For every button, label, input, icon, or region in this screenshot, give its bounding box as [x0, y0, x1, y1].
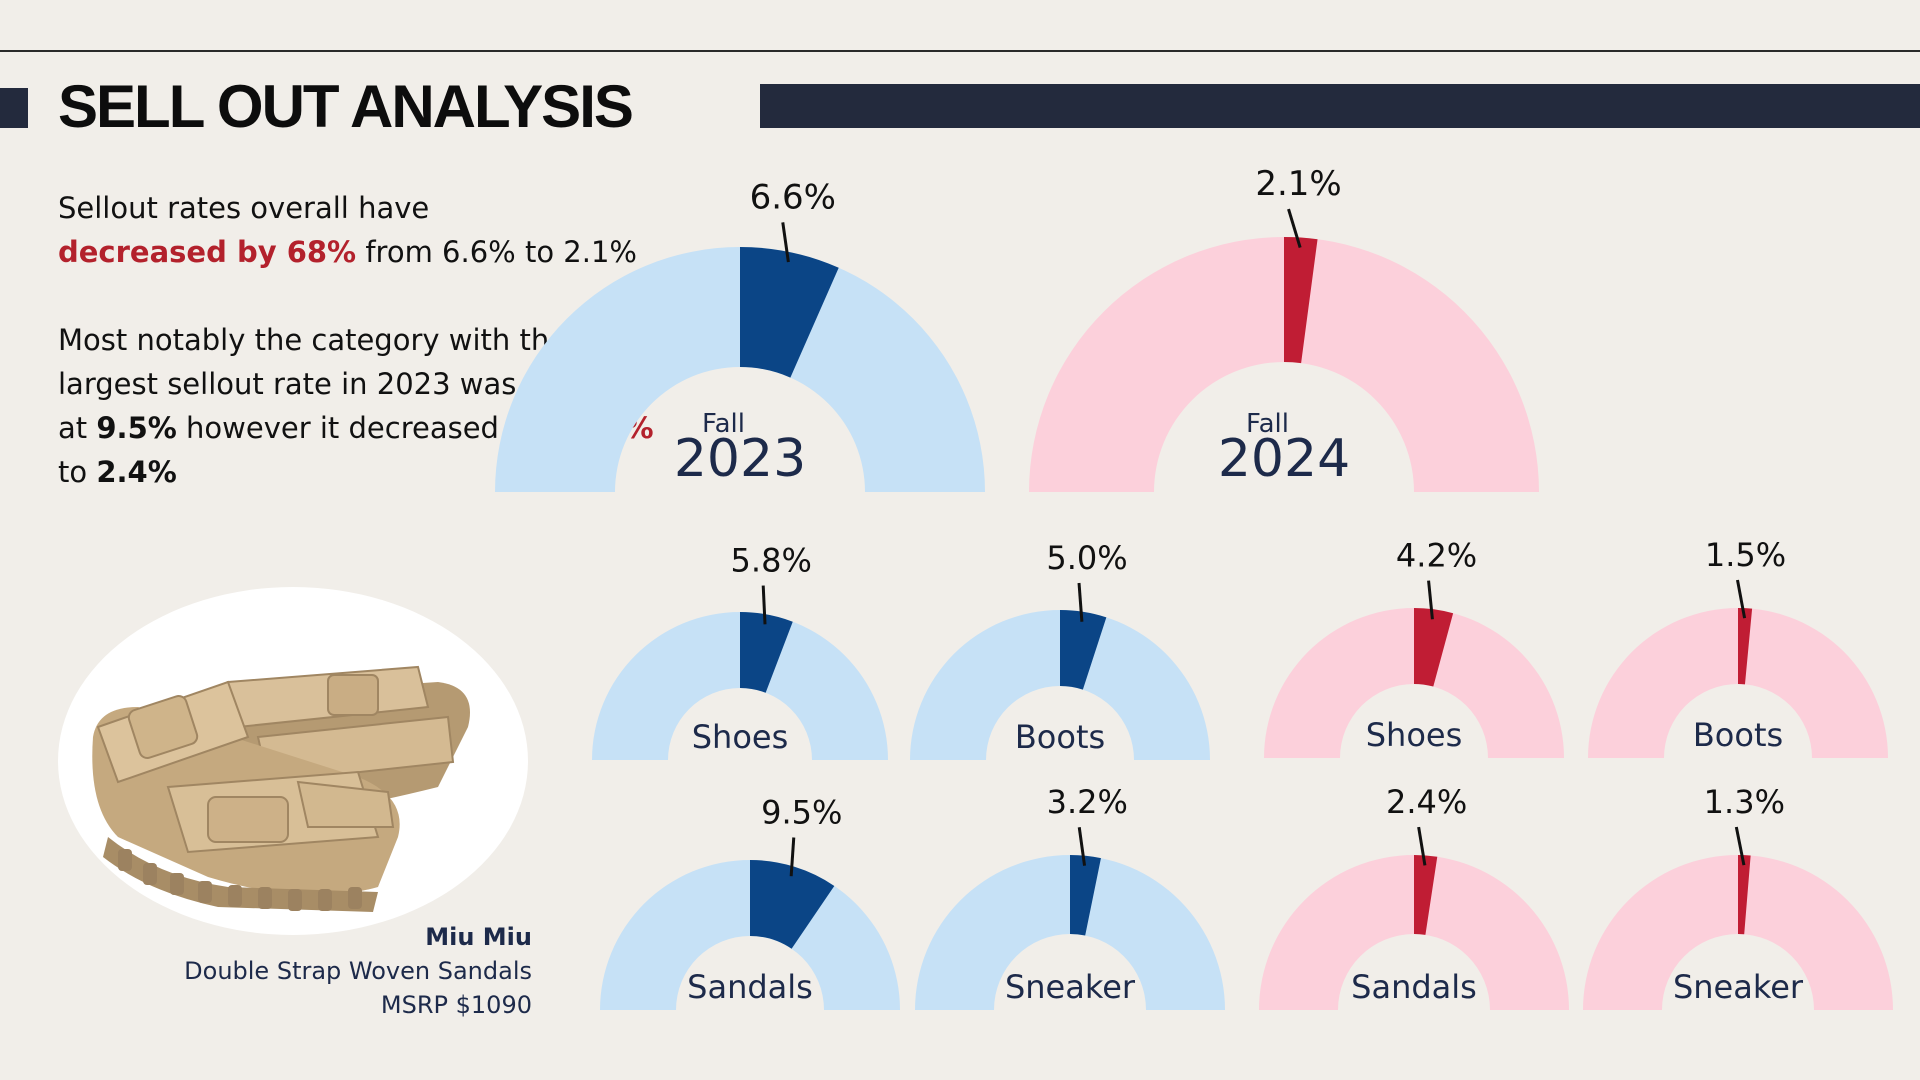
gauge-year-overall-2023: 2023: [674, 429, 806, 489]
gauge-boots-2024: 1.5% Boots: [1588, 536, 1888, 758]
gauge-sandals-2024: 2.4% Sandals: [1259, 783, 1569, 1010]
gauge-percent-sandals-2023: 9.5%: [761, 793, 842, 831]
gauge-value-sandals-2023: [750, 860, 835, 949]
gauge-season-overall-2024: Fall: [1246, 409, 1289, 439]
summary-text: Sellout rates overall have decreased by …: [58, 186, 658, 494]
gauge-category-sneaker-2024: Sneaker: [1673, 968, 1804, 1006]
gauge-year-overall-2024: 2024: [1218, 429, 1350, 489]
gauge-season-overall-2023: Fall: [702, 409, 745, 439]
sandal-illustration: [92, 665, 470, 912]
gauge-percent-overall-2024: 2.1%: [1255, 164, 1341, 204]
header-bar-left: [0, 88, 28, 128]
summary-paragraph-1: Sellout rates overall have decreased by …: [58, 186, 658, 274]
sandal-front: [92, 680, 400, 912]
gauge-leader-boots-2023: [1077, 582, 1084, 622]
gauge-value-sandals-2024: [1414, 855, 1438, 935]
gauge-leader-shoes-2023: [761, 585, 767, 625]
product-price: MSRP $1090: [380, 991, 532, 1019]
product-name: Double Strap Woven Sandals: [184, 957, 532, 985]
gauge-percent-sneaker-2024: 1.3%: [1704, 783, 1785, 821]
product-caption: Miu Miu Double Strap Woven Sandals MSRP …: [140, 920, 532, 1022]
gauge-category-boots-2024: Boots: [1693, 716, 1783, 754]
gauge-shoes-2023: 5.8% Shoes: [592, 542, 888, 760]
gauge-percent-sandals-2024: 2.4%: [1386, 783, 1467, 821]
summary-p2-c: however it decreased by: [176, 411, 553, 445]
gauge-value-overall-2024: [1284, 237, 1318, 364]
gauge-track-overall-2023: [495, 247, 985, 492]
gauge-shoes-2024: 4.2% Shoes: [1264, 537, 1564, 758]
summary-line1-post: from 6.6% to 2.1%: [356, 235, 637, 269]
gauge-category-sandals-2023: Sandals: [687, 968, 813, 1006]
gauge-value-overall-2023: [740, 247, 839, 378]
summary-decrease-highlight: decreased by 68%: [58, 235, 357, 269]
gauge-percent-boots-2023: 5.0%: [1046, 539, 1127, 577]
product-brand: Miu Miu: [425, 923, 532, 951]
gauge-percent-boots-2024: 1.5%: [1705, 536, 1786, 574]
gauge-value-boots-2024: [1738, 608, 1753, 685]
gauge-percent-sneaker-2023: 3.2%: [1047, 783, 1128, 821]
gauge-track-overall-2024: [1029, 237, 1539, 492]
page-title: SELL OUT ANALYSIS: [58, 73, 634, 140]
gauge-value-shoes-2023: [740, 612, 793, 693]
gauge-category-boots-2023: Boots: [1015, 718, 1105, 756]
gauge-percent-overall-2023: 6.6%: [750, 177, 836, 217]
top-divider: [0, 50, 1920, 52]
gauge-category-sneaker-2023: Sneaker: [1005, 968, 1136, 1006]
summary-p2-b: 9.5%: [96, 411, 177, 445]
gauge-category-shoes-2023: Shoes: [692, 718, 789, 756]
gauge-category-sandals-2024: Sandals: [1351, 968, 1477, 1006]
gauge-leader-sneaker-2024: [1734, 826, 1746, 866]
gauge-value-shoes-2024: [1414, 608, 1454, 687]
gauge-value-sneaker-2023: [1070, 855, 1101, 936]
gauge-sneaker-2024: 1.3% Sneaker: [1583, 783, 1893, 1010]
gauge-leader-boots-2024: [1736, 579, 1747, 619]
summary-line1-pre: Sellout rates overall have: [58, 191, 430, 225]
summary-p2-f: 2.4%: [96, 455, 177, 489]
gauge-leader-sneaker-2023: [1077, 827, 1087, 866]
header-bar-right: [760, 84, 1920, 128]
gauge-leader-sandals-2023: [789, 837, 796, 877]
gauge-value-boots-2023: [1060, 610, 1107, 690]
gauge-value-sneaker-2024: [1738, 855, 1751, 935]
gauge-percent-shoes-2024: 4.2%: [1396, 537, 1477, 575]
gauge-leader-sandals-2024: [1417, 826, 1427, 866]
gauge-leader-overall-2023: [781, 222, 790, 263]
gauge-category-shoes-2024: Shoes: [1366, 716, 1463, 754]
gauge-sandals-2023: 9.5% Sandals: [600, 793, 900, 1010]
gauge-percent-shoes-2023: 5.8%: [731, 542, 812, 580]
gauge-boots-2023: 5.0% Boots: [910, 539, 1210, 760]
gauge-leader-overall-2024: [1287, 208, 1302, 248]
product-image: [58, 587, 528, 935]
gauge-leader-shoes-2024: [1427, 580, 1434, 620]
summary-p2-e: to: [58, 455, 97, 489]
gauge-sneaker-2023: 3.2% Sneaker: [915, 783, 1225, 1010]
